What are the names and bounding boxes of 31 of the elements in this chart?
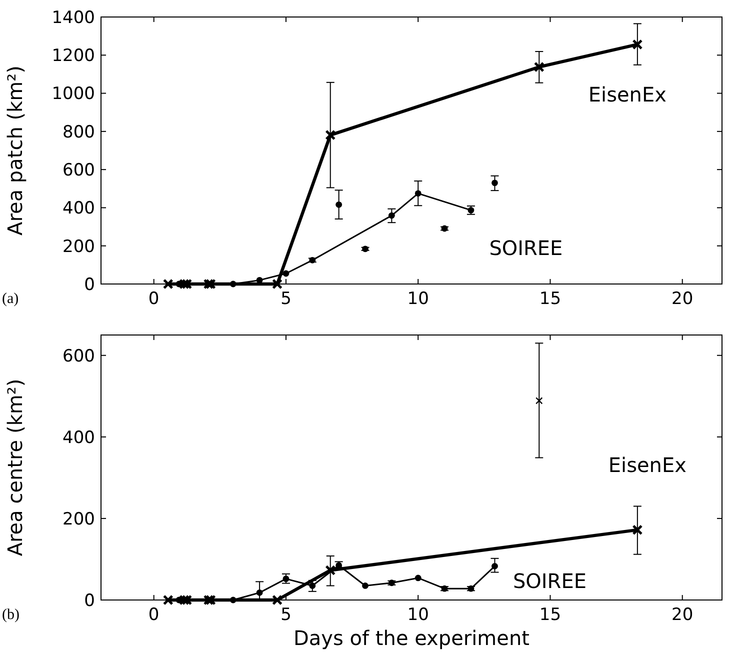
x-tick-label: 0 <box>148 289 160 309</box>
series-label: SOIREE <box>489 236 563 260</box>
x-tick-label: 10 <box>407 605 429 625</box>
y-tick-label: 0 <box>84 274 95 295</box>
series-label: SOIREE <box>512 569 586 594</box>
text: (b) <box>2 607 20 623</box>
x-tick-label: 20 <box>672 605 694 625</box>
x-tick-label: 15 <box>539 289 562 309</box>
x-tick-label: 20 <box>672 289 694 309</box>
y-tick-label: 200 <box>62 236 95 257</box>
y-tick-label: 1200 <box>52 46 95 66</box>
y-tick-label: 1400 <box>52 8 95 28</box>
x-tick-label: 15 <box>539 605 562 625</box>
y-tick-label: 800 <box>62 122 95 142</box>
y-tick-label: 600 <box>62 160 95 181</box>
y-tick-label: 600 <box>62 346 95 366</box>
y-tick-label: 400 <box>62 198 95 219</box>
x-axis-title: Days of the experiment <box>294 626 530 650</box>
y-tick-label: 200 <box>62 509 95 530</box>
x-tick-label: 0 <box>148 605 160 625</box>
x-tick-label: 5 <box>280 605 292 625</box>
text: EisenEx <box>608 452 687 477</box>
y-tick-label: 0 <box>84 590 95 611</box>
y-tick-label: 1000 <box>52 84 95 104</box>
text: (a) <box>2 291 19 307</box>
series-label: EisenEx <box>588 82 667 106</box>
x-tick-label: 10 <box>407 289 429 309</box>
y-tick-label: 400 <box>62 428 95 448</box>
x-tick-label: 5 <box>280 289 292 309</box>
y-axis-title: Area patch (km²) <box>3 66 27 236</box>
y-axis-title: Area centre (km²) <box>3 378 27 556</box>
